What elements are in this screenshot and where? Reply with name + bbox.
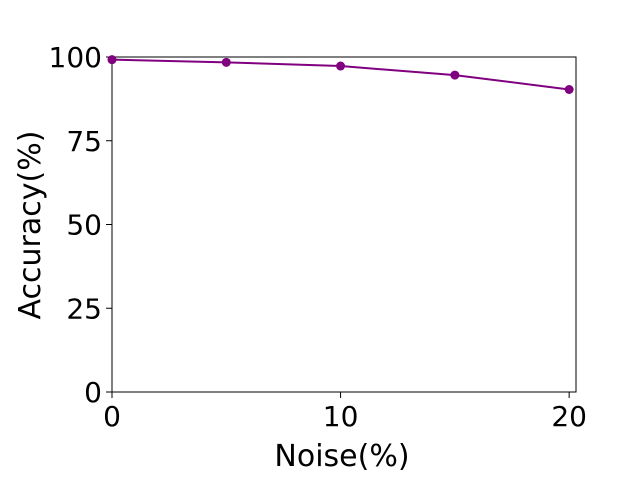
y-tick-label: 100 (49, 41, 102, 74)
y-tick-label: 75 (66, 125, 102, 158)
data-point (450, 70, 460, 80)
x-axis-ticks: 0 10 20 (103, 392, 587, 433)
y-tick-label: 0 (84, 376, 102, 409)
y-tick-label: 50 (66, 209, 102, 242)
data-point (221, 57, 231, 67)
plot-area (111, 56, 577, 393)
data-point (336, 61, 346, 71)
series-layer (107, 55, 574, 94)
plot-border (111, 56, 577, 393)
x-tick-label: 10 (323, 400, 359, 433)
x-tick-label: 0 (103, 400, 121, 433)
y-tick-label: 25 (66, 292, 102, 325)
x-axis-label: Noise(%) (274, 439, 409, 474)
data-point (564, 84, 574, 94)
y-axis-ticks: 0 25 50 75 100 (49, 41, 112, 409)
data-point (107, 55, 117, 65)
y-axis-label: Accuracy(%) (13, 131, 48, 320)
x-tick-label: 20 (551, 400, 587, 433)
